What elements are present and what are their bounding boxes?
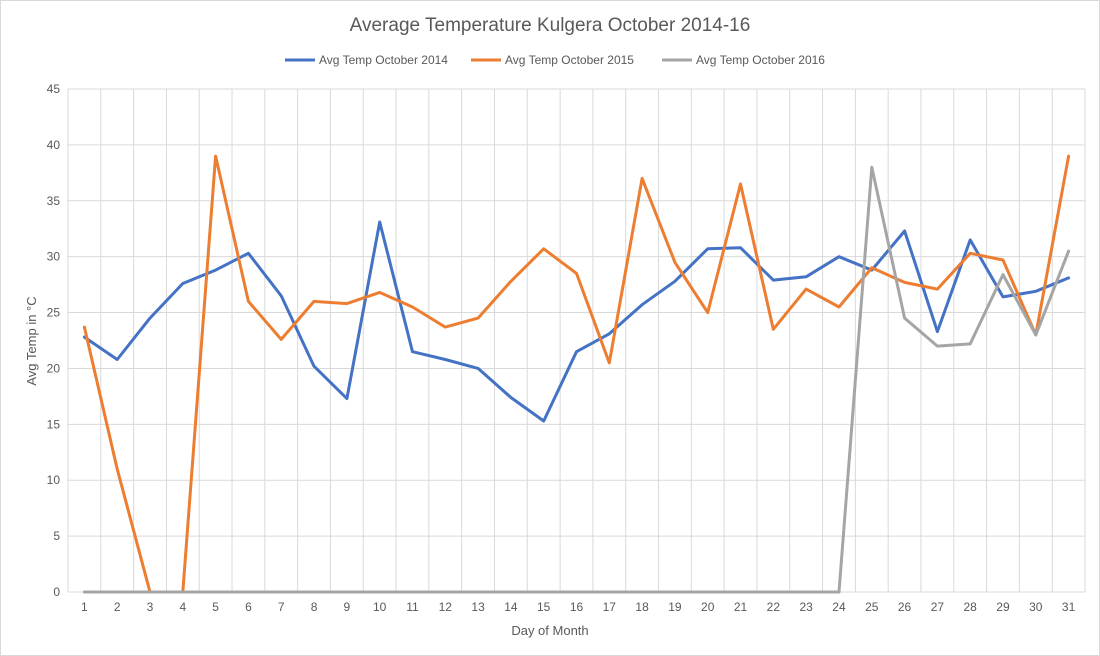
x-tick-label: 11 [406, 600, 419, 614]
y-tick-label: 5 [53, 529, 60, 543]
y-axis-ticks: 0 5 10 15 20 25 30 35 40 45 [47, 82, 61, 599]
y-tick-label: 25 [47, 306, 61, 320]
x-tick-label: 8 [311, 600, 318, 614]
x-tick-label: 3 [147, 600, 154, 614]
x-tick-label: 16 [570, 600, 584, 614]
x-tick-label: 23 [799, 600, 813, 614]
x-tick-label: 14 [504, 600, 518, 614]
x-tick-label: 12 [439, 600, 453, 614]
legend-label: Avg Temp October 2014 [319, 53, 448, 67]
y-tick-label: 35 [47, 194, 61, 208]
x-tick-label: 30 [1029, 600, 1043, 614]
y-tick-label: 45 [47, 82, 61, 96]
y-tick-label: 40 [47, 138, 61, 152]
series-line-1 [82, 220, 1071, 423]
x-tick-label: 5 [212, 600, 219, 614]
y-tick-label: 0 [53, 585, 60, 599]
x-tick-label: 26 [898, 600, 912, 614]
y-axis-title: Avg Temp in °C [24, 296, 39, 385]
x-axis-ticks: 1 2 3 4 5 6 7 8 9 10 11 12 13 14 15 16 17 18 19 20 21 22 23 24 2… [81, 600, 1076, 614]
x-tick-label: 28 [963, 600, 977, 614]
x-tick-label: 1 [81, 600, 88, 614]
legend: Avg Temp October 2014 Avg Temp October 20… [285, 53, 825, 67]
x-tick-label: 7 [278, 600, 285, 614]
x-tick-label: 25 [865, 600, 879, 614]
gridlines [67, 88, 1086, 593]
x-tick-label: 22 [767, 600, 781, 614]
series-line-2 [82, 154, 1071, 594]
y-tick-label: 30 [47, 250, 61, 264]
x-tick-label: 18 [635, 600, 649, 614]
x-tick-label: 9 [344, 600, 351, 614]
series-lines [82, 154, 1071, 594]
x-tick-label: 31 [1062, 600, 1076, 614]
series-line-3 [82, 165, 1071, 594]
x-tick-label: 6 [245, 600, 252, 614]
x-tick-label: 24 [832, 600, 846, 614]
legend-label: Avg Temp October 2016 [696, 53, 825, 67]
x-tick-label: 2 [114, 600, 121, 614]
legend-label: Avg Temp October 2015 [505, 53, 634, 67]
chart-title: Average Temperature Kulgera October 2014… [350, 15, 751, 36]
x-tick-label: 21 [734, 600, 748, 614]
x-axis-title: Day of Month [511, 623, 588, 638]
y-tick-label: 20 [47, 361, 61, 375]
x-tick-label: 15 [537, 600, 551, 614]
x-tick-label: 4 [179, 600, 186, 614]
x-tick-label: 27 [931, 600, 945, 614]
x-tick-label: 19 [668, 600, 682, 614]
x-tick-label: 17 [603, 600, 617, 614]
y-tick-label: 15 [47, 417, 61, 431]
x-tick-label: 10 [373, 600, 387, 614]
y-tick-label: 10 [47, 473, 61, 487]
x-tick-label: 20 [701, 600, 715, 614]
x-tick-label: 13 [471, 600, 485, 614]
x-tick-label: 29 [996, 600, 1010, 614]
